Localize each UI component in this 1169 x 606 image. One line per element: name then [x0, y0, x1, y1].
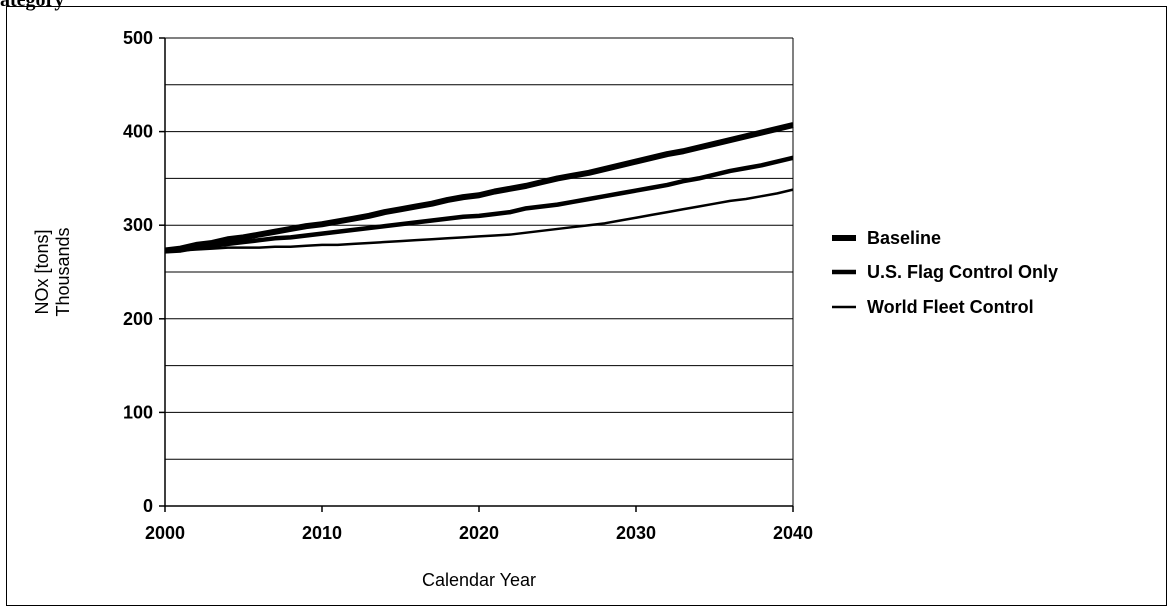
y-tick-label-400: 400 — [123, 122, 153, 142]
x-tick-label-2000: 2000 — [145, 523, 185, 543]
series-line-baseline — [164, 122, 794, 254]
y-tick-label-300: 300 — [123, 215, 153, 235]
y-axis-title-line-2: Thousands — [53, 227, 73, 316]
legend: Baseline U.S. Flag Control Only World Flee… — [832, 228, 1058, 317]
y-axis-title: NOx [tons] Thousands — [32, 227, 73, 316]
x-tick-label-2020: 2020 — [459, 523, 499, 543]
legend-label-1: Baseline — [867, 228, 941, 248]
x-tick-label-2010: 2010 — [302, 523, 342, 543]
x-axis-title: Calendar Year — [422, 570, 536, 590]
x-tick-label-2030: 2030 — [616, 523, 656, 543]
chart-caption-fragment: ategory — [0, 0, 65, 11]
x-axis-ticks: 2000 2010 2020 2030 2040 — [145, 506, 813, 543]
y-axis-title-line-1: NOx [tons] — [32, 229, 52, 314]
y-tick-label-100: 100 — [123, 402, 153, 422]
x-tick-label-2040: 2040 — [773, 523, 813, 543]
plot-series — [164, 122, 794, 254]
legend-label-2: U.S. Flag Control Only — [867, 262, 1058, 282]
y-tick-label-0: 0 — [143, 496, 153, 516]
legend-label-3: World Fleet Control — [867, 297, 1034, 317]
series-line-world-fleet-control — [164, 188, 794, 253]
y-tick-label-500: 500 — [123, 28, 153, 48]
y-axis-ticks: 0 100 200 300 400 500 — [123, 28, 165, 516]
y-tick-label-200: 200 — [123, 309, 153, 329]
series-line-u-s-flag-control-only — [164, 155, 794, 254]
